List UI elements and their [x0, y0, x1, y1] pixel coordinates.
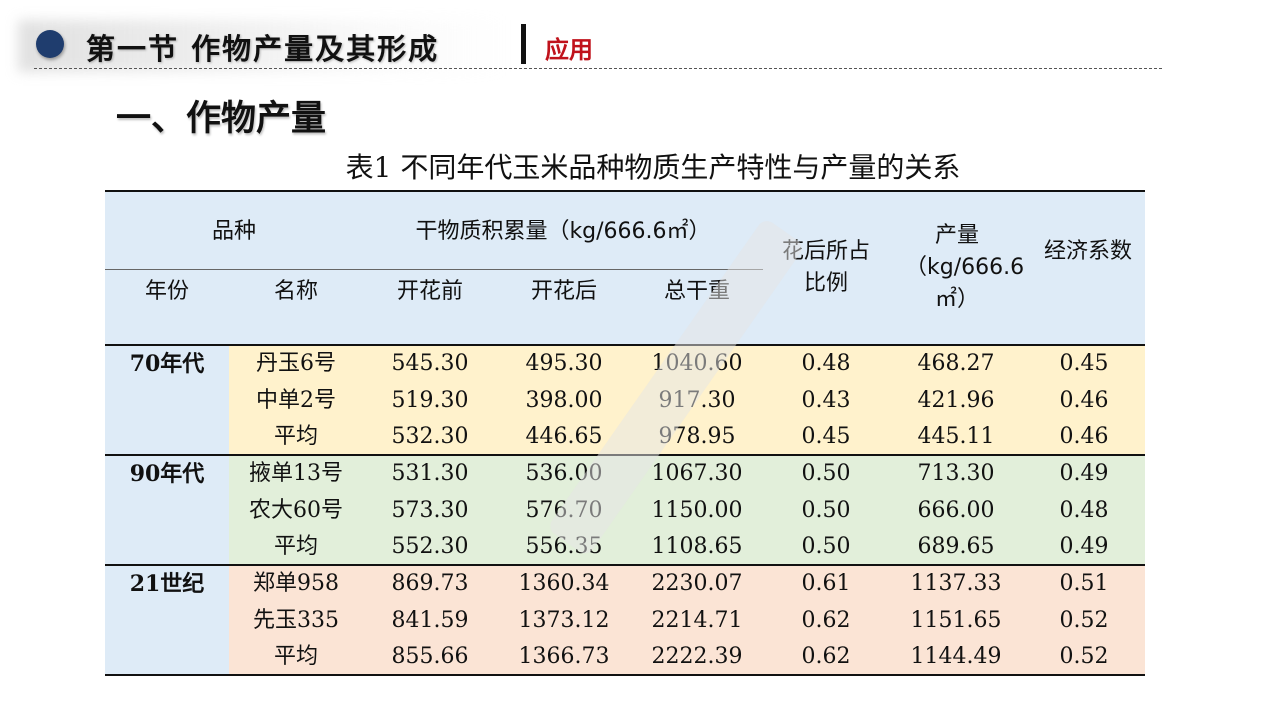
table-cell-yield: 445.11: [917, 424, 995, 450]
header-divider: [521, 24, 526, 64]
table-cell-before: 545.30: [391, 351, 469, 376]
table-cell-ratio: 0.48: [801, 351, 851, 376]
table-cell-ratio: 0.45: [801, 424, 851, 450]
table-caption: 表1 不同年代玉米品种物质生产特性与产量的关系: [345, 151, 961, 184]
table-top-rule: [105, 190, 1145, 192]
period-label: 70年代: [129, 351, 205, 377]
table-cell-ratio: 0.61: [801, 571, 851, 596]
page-subtitle: 应用: [545, 36, 593, 64]
page-title: 第一节 作物产量及其形成: [86, 32, 440, 66]
group-rule-2: [105, 564, 1145, 566]
header-dry-matter: 干物质积累量（kg/666.6㎡）: [415, 219, 711, 244]
table-cell-name: 郑单958: [253, 571, 339, 596]
period-label: 90年代: [129, 461, 205, 487]
header-bullet-icon: [36, 30, 64, 58]
table-cell-ratio: 0.50: [801, 497, 851, 523]
table-cell-yield: 689.65: [917, 534, 995, 560]
table-cell-after: 536.00: [525, 461, 603, 486]
header-bottom-rule: [105, 344, 1145, 346]
table-cell-name: 中单2号: [256, 387, 336, 413]
header-before: 开花前: [396, 279, 463, 304]
table-cell-after: 446.65: [525, 424, 603, 450]
table-cell-before: 532.30: [391, 424, 469, 450]
header-total: 总干重: [663, 279, 730, 304]
table-cell-before: 531.30: [391, 461, 469, 486]
table-cell-ratio: 0.50: [801, 461, 851, 486]
table-cell-name: 掖单13号: [249, 461, 343, 486]
header-mid-rule: [105, 269, 763, 270]
header-ratio: 花后所占比例: [781, 239, 870, 296]
table-cell-coef: 0.52: [1059, 644, 1109, 670]
table-cell-total: 917.30: [658, 387, 736, 413]
table-cell-before: 841.59: [391, 607, 469, 633]
header-coef: 经济系数: [1043, 239, 1132, 264]
table-cell-name: 平均: [273, 424, 318, 450]
header-dashed-rule: [34, 68, 1162, 69]
group-rule-1: [105, 454, 1145, 456]
period-label: 21世纪: [129, 571, 205, 597]
table-cell-total: 1108.65: [651, 534, 743, 560]
table-cell-coef: 0.52: [1059, 607, 1109, 633]
header-shadow: [18, 20, 508, 72]
table-cell-coef: 0.46: [1059, 387, 1109, 413]
table-cell-yield: 468.27: [917, 351, 995, 376]
table-cell-coef: 0.46: [1059, 424, 1109, 450]
table-cell-coef: 0.45: [1059, 351, 1109, 376]
table-cell-total: 978.95: [658, 424, 736, 450]
table-cell-total: 2230.07: [651, 571, 743, 596]
table-cell-yield: 1137.33: [910, 571, 1002, 596]
table-cell-ratio: 0.62: [801, 644, 851, 670]
table-cell-coef: 0.49: [1059, 461, 1109, 486]
table-cell-total: 1150.00: [651, 497, 743, 523]
table-cell-ratio: 0.43: [801, 387, 851, 413]
table-cell-yield: 713.30: [917, 461, 995, 486]
table-bottom-rule: [105, 674, 1145, 676]
data-table: 品种 干物质积累量（kg/666.6㎡） 年份 名称 开花前 开花后 总干重 花…: [105, 190, 1145, 676]
table-cell-name: 先玉335: [253, 607, 339, 633]
period-column-bg: [105, 345, 229, 676]
header-after: 开花后: [530, 279, 597, 304]
table-cell-yield: 666.00: [917, 497, 995, 523]
table-cell-after: 495.30: [525, 351, 603, 376]
table-cell-after: 1366.73: [518, 644, 610, 670]
table-cell-name: 平均: [273, 534, 318, 560]
table-cell-total: 1067.30: [651, 461, 743, 486]
group-bg-21c: [229, 565, 1145, 676]
header-variety: 品种: [211, 219, 256, 244]
table-cell-total: 2214.71: [651, 607, 743, 633]
table-cell-yield: 1151.65: [910, 607, 1002, 633]
table-cell-after: 556.35: [525, 534, 603, 560]
table-cell-name: 丹玉6号: [256, 351, 336, 376]
header-year: 年份: [144, 279, 189, 304]
table-cell-before: 869.73: [391, 571, 469, 596]
table-cell-name: 农大60号: [249, 497, 343, 523]
table-cell-yield: 1144.49: [910, 644, 1002, 670]
table-cell-before: 519.30: [391, 387, 469, 413]
header-name: 名称: [273, 279, 318, 304]
section-title: 一、作物产量: [116, 99, 327, 139]
table-cell-total: 2222.39: [651, 644, 743, 670]
table-cell-after: 1373.12: [518, 607, 610, 633]
table-cell-name: 平均: [273, 644, 318, 670]
header-yield: 产量（kg/666.6㎡）: [905, 223, 1025, 312]
table-cell-yield: 421.96: [917, 387, 995, 413]
table-cell-coef: 0.49: [1059, 534, 1109, 560]
table-cell-before: 573.30: [391, 497, 469, 523]
table-cell-total: 1040.60: [651, 351, 743, 376]
table-cell-coef: 0.51: [1059, 571, 1109, 596]
table-cell-after: 1360.34: [518, 571, 610, 596]
table-cell-coef: 0.48: [1059, 497, 1109, 523]
table-cell-after: 398.00: [525, 387, 603, 413]
table-cell-ratio: 0.62: [801, 607, 851, 633]
table-cell-before: 855.66: [391, 644, 469, 670]
table-cell-ratio: 0.50: [801, 534, 851, 560]
table-cell-before: 552.30: [391, 534, 469, 560]
table-cell-after: 576.70: [525, 497, 603, 523]
